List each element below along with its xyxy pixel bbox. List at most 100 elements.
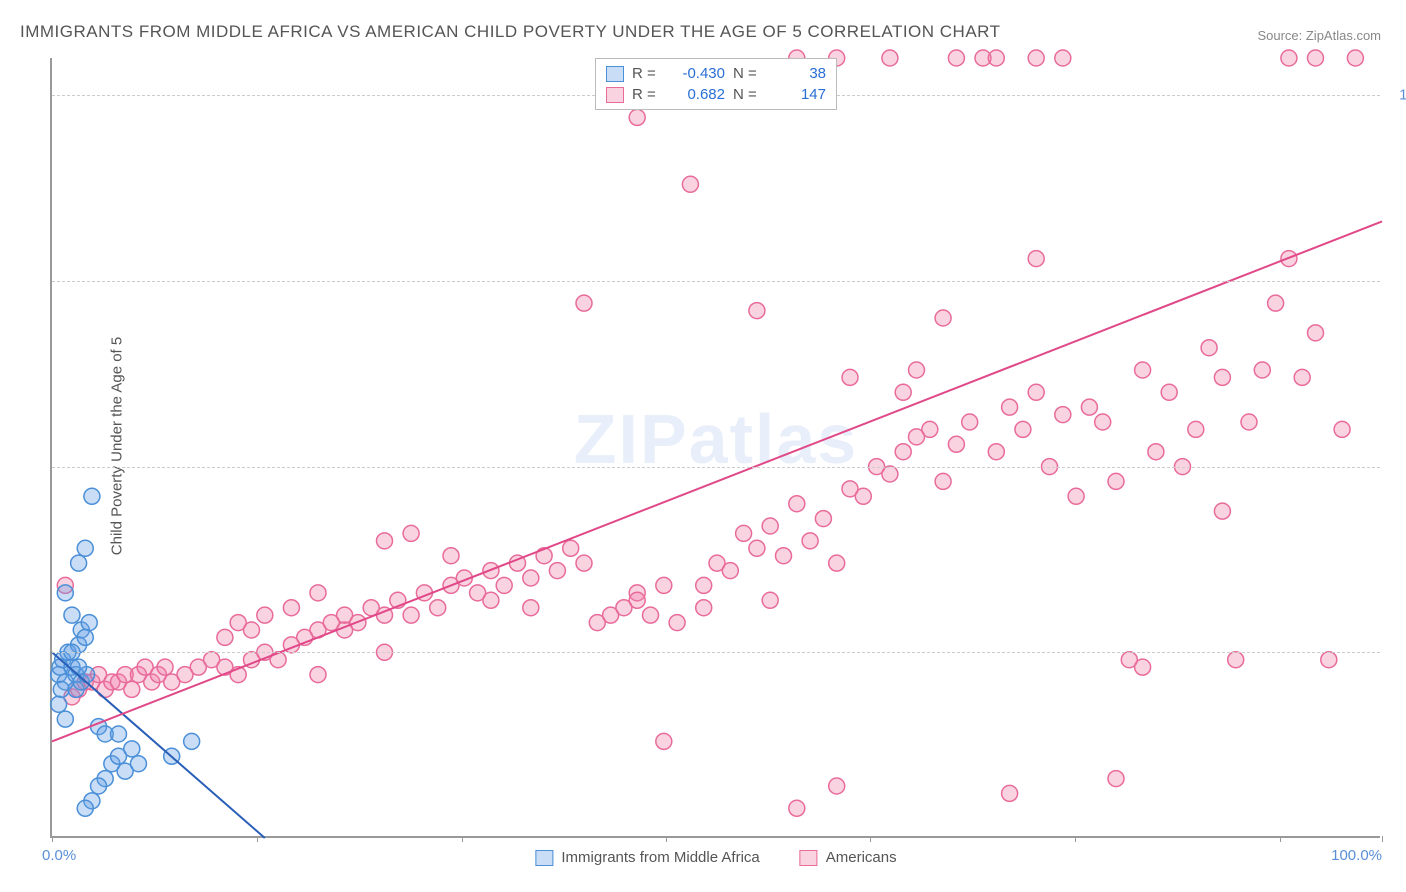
r-label: R = bbox=[632, 65, 662, 82]
data-point bbox=[51, 696, 67, 712]
data-point bbox=[815, 511, 831, 527]
legend-item-americans: Americans bbox=[800, 849, 897, 866]
data-point bbox=[1241, 414, 1257, 430]
legend-row-series-b: R = 0.682 N = 147 bbox=[606, 84, 826, 105]
data-point bbox=[1028, 384, 1044, 400]
xtick-mark bbox=[870, 836, 871, 842]
xtick-mark bbox=[52, 836, 53, 842]
legend-swatch-blue bbox=[535, 850, 553, 866]
data-point bbox=[64, 607, 80, 623]
data-point bbox=[1081, 399, 1097, 415]
data-point bbox=[842, 369, 858, 385]
ytick-label: 25.0% bbox=[1390, 644, 1406, 661]
source-attribution: Source: ZipAtlas.com bbox=[1257, 28, 1381, 43]
data-point bbox=[789, 800, 805, 816]
data-point bbox=[71, 555, 87, 571]
data-point bbox=[576, 555, 592, 571]
data-point bbox=[430, 600, 446, 616]
data-point bbox=[130, 756, 146, 772]
data-point bbox=[829, 555, 845, 571]
data-point bbox=[749, 303, 765, 319]
data-point bbox=[1108, 473, 1124, 489]
data-point bbox=[1028, 50, 1044, 66]
xtick-mark bbox=[257, 836, 258, 842]
data-point bbox=[855, 488, 871, 504]
data-point bbox=[257, 607, 273, 623]
legend-swatch-pink bbox=[606, 87, 624, 103]
data-point bbox=[91, 778, 107, 794]
data-point bbox=[576, 295, 592, 311]
legend-label-americans: Americans bbox=[826, 849, 897, 866]
data-point bbox=[1321, 652, 1337, 668]
data-point bbox=[829, 778, 845, 794]
data-point bbox=[895, 384, 911, 400]
data-point bbox=[496, 577, 512, 593]
data-point bbox=[111, 726, 127, 742]
legend-label-immigrants: Immigrants from Middle Africa bbox=[561, 849, 759, 866]
data-point bbox=[1108, 771, 1124, 787]
gridline-h bbox=[52, 467, 1380, 468]
data-point bbox=[643, 607, 659, 623]
data-point bbox=[629, 592, 645, 608]
data-point bbox=[935, 310, 951, 326]
gridline-h bbox=[52, 281, 1380, 282]
n-label: N = bbox=[733, 86, 763, 103]
xtick-mark bbox=[666, 836, 667, 842]
r-value-b: 0.682 bbox=[670, 86, 725, 103]
data-point bbox=[1055, 407, 1071, 423]
data-point bbox=[310, 585, 326, 601]
gridline-h bbox=[52, 652, 1380, 653]
data-point bbox=[483, 592, 499, 608]
data-point bbox=[682, 176, 698, 192]
data-point bbox=[669, 615, 685, 631]
data-point bbox=[762, 518, 778, 534]
data-point bbox=[1201, 340, 1217, 356]
data-point bbox=[124, 741, 140, 757]
data-point bbox=[403, 607, 419, 623]
data-point bbox=[1308, 325, 1324, 341]
data-point bbox=[1002, 399, 1018, 415]
data-point bbox=[84, 488, 100, 504]
data-point bbox=[1028, 251, 1044, 267]
ytick-label: 100.0% bbox=[1390, 87, 1406, 104]
data-point bbox=[948, 436, 964, 452]
data-point bbox=[1068, 488, 1084, 504]
xtick-mark bbox=[1280, 836, 1281, 842]
data-point bbox=[762, 592, 778, 608]
data-point bbox=[696, 577, 712, 593]
data-point bbox=[1334, 421, 1350, 437]
data-point bbox=[57, 711, 73, 727]
data-point bbox=[81, 615, 97, 631]
data-point bbox=[988, 50, 1004, 66]
xtick-label-last: 100.0% bbox=[1331, 847, 1382, 864]
legend-item-immigrants: Immigrants from Middle Africa bbox=[535, 849, 759, 866]
r-label: R = bbox=[632, 86, 662, 103]
data-point bbox=[124, 681, 140, 697]
data-point bbox=[1214, 503, 1230, 519]
data-point bbox=[1254, 362, 1270, 378]
data-point bbox=[988, 444, 1004, 460]
data-point bbox=[736, 525, 752, 541]
data-point bbox=[1015, 421, 1031, 437]
legend-row-series-a: R = -0.430 N = 38 bbox=[606, 63, 826, 84]
data-point bbox=[1281, 50, 1297, 66]
scatter-svg bbox=[52, 58, 1380, 836]
data-point bbox=[184, 733, 200, 749]
data-point bbox=[656, 733, 672, 749]
data-point bbox=[696, 600, 712, 616]
xtick-mark bbox=[1382, 836, 1383, 842]
data-point bbox=[1161, 384, 1177, 400]
xtick-mark bbox=[1075, 836, 1076, 842]
chart-title: IMMIGRANTS FROM MIDDLE AFRICA VS AMERICA… bbox=[20, 22, 1001, 42]
data-point bbox=[77, 540, 93, 556]
ytick-label: 50.0% bbox=[1390, 458, 1406, 475]
n-value-a: 38 bbox=[771, 65, 826, 82]
data-point bbox=[77, 629, 93, 645]
data-point bbox=[882, 50, 898, 66]
data-point bbox=[536, 548, 552, 564]
data-point bbox=[935, 473, 951, 489]
data-point bbox=[1214, 369, 1230, 385]
data-point bbox=[270, 652, 286, 668]
data-point bbox=[962, 414, 978, 430]
data-point bbox=[563, 540, 579, 556]
